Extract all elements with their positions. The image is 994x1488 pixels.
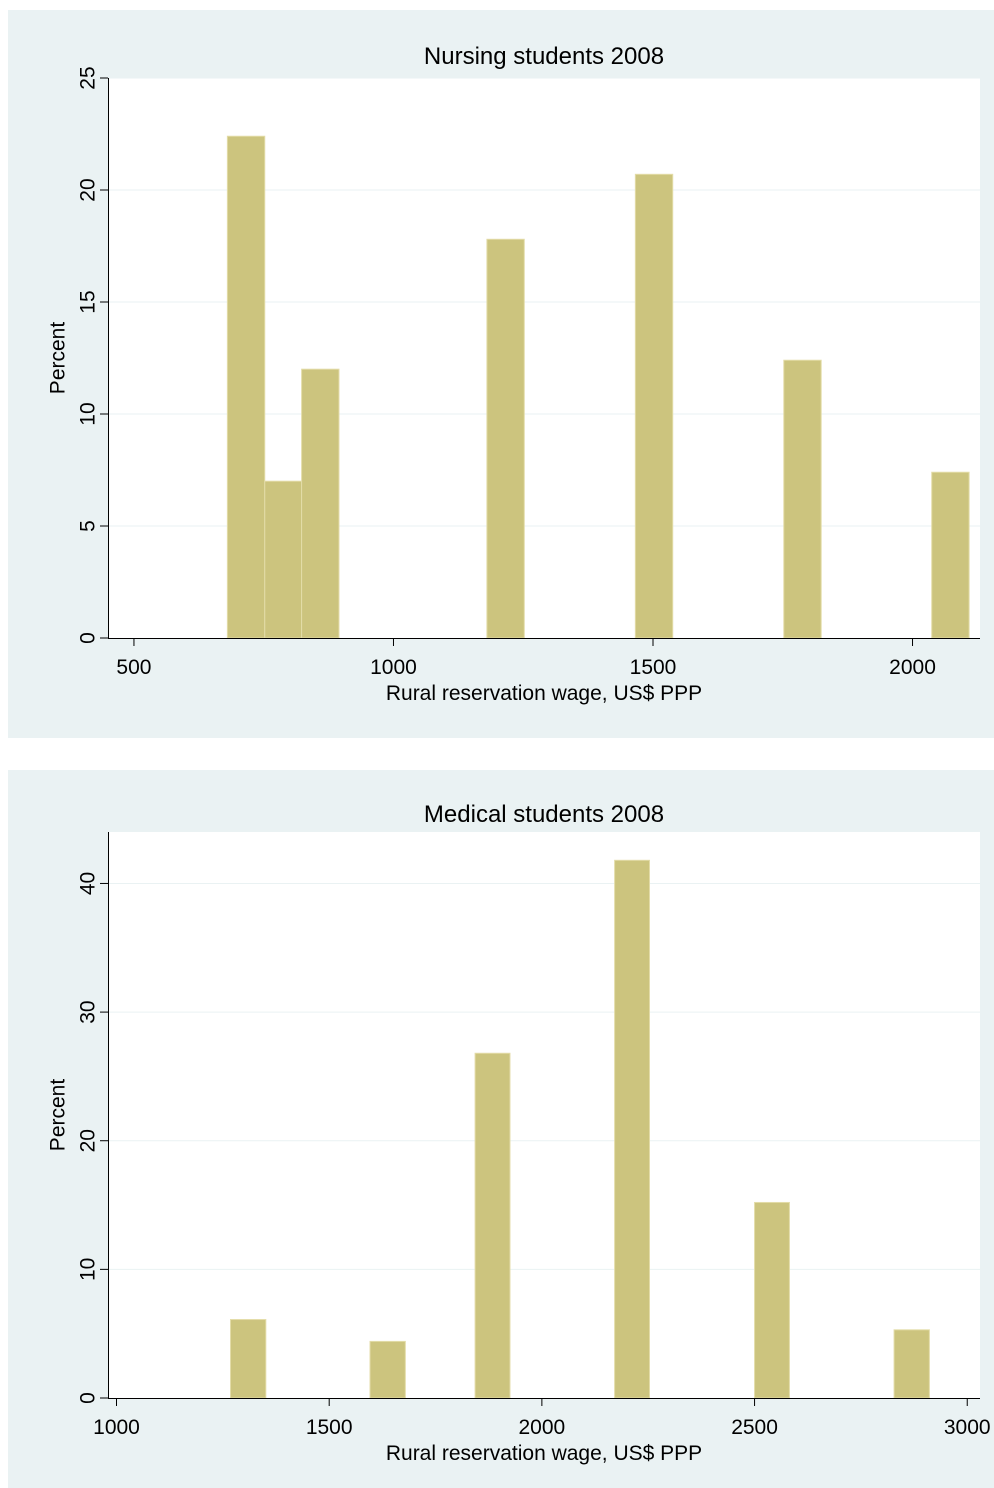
x-tick-label-1000: 1000 bbox=[370, 656, 417, 679]
x-axis-label: Rural reservation wage, US$ PPP bbox=[386, 682, 702, 705]
y-tick-label-20: 20 bbox=[77, 178, 100, 201]
bar-4 bbox=[754, 1201, 790, 1399]
chart-title: Nursing students 2008 bbox=[424, 43, 664, 70]
x-tick-label-1500: 1500 bbox=[630, 656, 677, 679]
bar-3 bbox=[614, 859, 650, 1399]
y-tick-label-40: 40 bbox=[77, 872, 100, 895]
bar-2 bbox=[301, 368, 340, 639]
y-tick-label-10: 10 bbox=[77, 402, 100, 425]
x-tick-label-3000: 3000 bbox=[944, 1416, 991, 1439]
x-tick-label-1500: 1500 bbox=[306, 1416, 353, 1439]
y-tick-label-10: 10 bbox=[77, 1258, 100, 1281]
x-tick-label-2000: 2000 bbox=[519, 1416, 566, 1439]
nursing-chart: 500 1000 1500 2000 0 5 10 15 20 25 Nursing student… bbox=[47, 43, 980, 705]
x-axis-label: Rural reservation wage, US$ PPP bbox=[386, 1442, 702, 1465]
x-tick-label-500: 500 bbox=[116, 656, 151, 679]
x-tick-label-2000: 2000 bbox=[889, 656, 936, 679]
bar-6 bbox=[931, 471, 970, 639]
x-tick-label-2500: 2500 bbox=[731, 1416, 778, 1439]
bar-3 bbox=[486, 238, 525, 639]
chart-title: Medical students 2008 bbox=[424, 801, 664, 828]
y-axis-label: Percent bbox=[47, 1079, 70, 1152]
plot-area bbox=[108, 832, 980, 1398]
y-tick-label-25: 25 bbox=[77, 66, 100, 89]
bar-2 bbox=[474, 1052, 511, 1399]
y-tick-label-0: 0 bbox=[77, 1392, 100, 1404]
nursing-chart-panel: 500 1000 1500 2000 0 5 10 15 20 25 Nursing student… bbox=[8, 10, 994, 738]
bar-5 bbox=[893, 1329, 930, 1399]
medical-chart: 1000 1500 2000 2500 3000 0 10 20 30 40 Medical stu… bbox=[47, 801, 991, 1465]
bar-0 bbox=[230, 1319, 267, 1399]
bar-4 bbox=[634, 173, 674, 639]
y-tick-label-15: 15 bbox=[77, 290, 100, 313]
y-tick-label-5: 5 bbox=[77, 520, 100, 532]
y-axis-label: Percent bbox=[47, 322, 70, 395]
y-tick-label-30: 30 bbox=[77, 1000, 100, 1023]
x-tick-label-1000: 1000 bbox=[93, 1416, 140, 1439]
bar-0 bbox=[226, 135, 266, 639]
y-tick-label-20: 20 bbox=[77, 1129, 100, 1152]
medical-chart-panel: 1000 1500 2000 2500 3000 0 10 20 30 40 Medical stu… bbox=[8, 770, 994, 1488]
bar-1 bbox=[264, 480, 303, 639]
bar-5 bbox=[783, 359, 822, 639]
bar-1 bbox=[369, 1340, 406, 1399]
y-tick-label-0: 0 bbox=[77, 632, 100, 644]
